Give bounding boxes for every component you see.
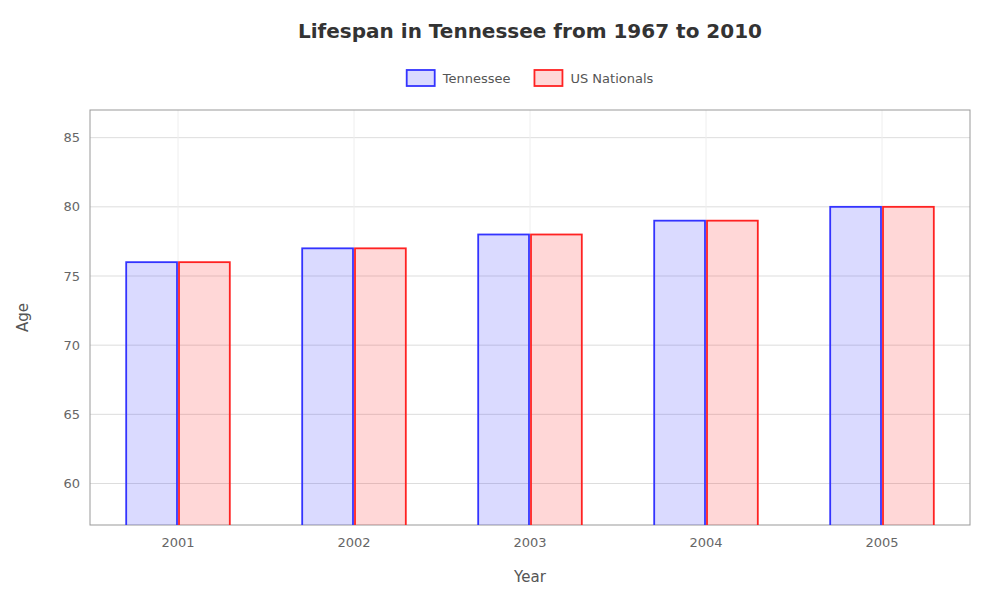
bar: [302, 248, 353, 525]
y-tick-label: 60: [63, 476, 80, 491]
legend-item: Tennessee: [407, 70, 511, 86]
y-axis: 60 65 70 75 80 85: [63, 130, 80, 491]
x-tick-label: 2001: [161, 535, 194, 550]
bar: [531, 235, 582, 526]
bar: [179, 262, 230, 525]
y-axis-label: Age: [14, 303, 32, 332]
bar: [478, 235, 529, 526]
y-tick-label: 75: [63, 269, 80, 284]
x-tick-label: 2002: [337, 535, 370, 550]
chart-container: Lifespan in Tennessee from 1967 to 2010 6…: [0, 0, 1000, 600]
bars: [126, 207, 934, 525]
bar: [654, 221, 705, 525]
x-tick-label: 2003: [513, 535, 546, 550]
bar: [355, 248, 406, 525]
legend-swatch: [534, 70, 562, 86]
legend-label: Tennessee: [442, 71, 511, 86]
legend-label: US Nationals: [570, 71, 653, 86]
bar: [830, 207, 881, 525]
legend-item: US Nationals: [534, 70, 653, 86]
bar: [707, 221, 758, 525]
chart-svg: Lifespan in Tennessee from 1967 to 2010 6…: [0, 0, 1000, 600]
bar: [883, 207, 934, 525]
x-tick-label: 2005: [865, 535, 898, 550]
y-tick-label: 85: [63, 130, 80, 145]
y-tick-label: 70: [63, 338, 80, 353]
y-tick-label: 80: [63, 199, 80, 214]
legend-swatch: [407, 70, 435, 86]
legend: Tennessee US Nationals: [407, 70, 654, 86]
x-axis-label: Year: [513, 568, 547, 586]
x-tick-label: 2004: [689, 535, 722, 550]
y-tick-label: 65: [63, 407, 80, 422]
chart-title: Lifespan in Tennessee from 1967 to 2010: [298, 19, 762, 43]
bar: [126, 262, 177, 525]
x-axis: 2001 2002 2003 2004 2005: [161, 535, 898, 550]
